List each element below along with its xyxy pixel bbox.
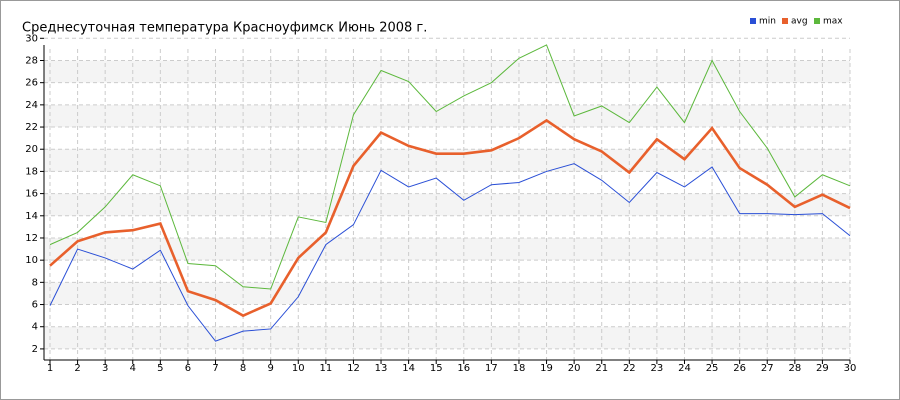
x-tick-label: 21 (595, 363, 608, 374)
y-tick-label: 18 (25, 166, 38, 177)
x-tick-label: 13 (375, 363, 388, 374)
chart-title: Среднесуточная температура Красноуфимск … (22, 21, 427, 36)
x-tick-label: 10 (292, 363, 305, 374)
x-tick-label: 2 (74, 363, 80, 374)
grid-band (44, 149, 850, 172)
y-tick-label: 2 (32, 344, 38, 355)
x-tick-label: 14 (402, 363, 415, 374)
x-tick-label: 8 (240, 363, 246, 374)
y-tick-label: 8 (32, 277, 38, 288)
x-tick-label: 15 (430, 363, 443, 374)
legend-swatch (750, 18, 756, 24)
x-tick-label: 22 (623, 363, 636, 374)
x-tick-label: 11 (319, 363, 332, 374)
y-tick-label: 24 (25, 100, 38, 111)
x-tick-label: 28 (788, 363, 801, 374)
x-tick-label: 6 (185, 363, 191, 374)
y-tick-label: 28 (25, 55, 38, 66)
y-tick-label: 16 (25, 189, 38, 200)
x-tick-label: 24 (678, 363, 691, 374)
y-tick-label: 30 (25, 33, 38, 44)
series-line (49, 163, 851, 342)
legend-label: min (759, 17, 776, 27)
legend-label: max (823, 17, 843, 27)
x-tick-label: 12 (347, 363, 360, 374)
series-line (49, 118, 851, 318)
y-tick-label: 22 (25, 122, 38, 133)
legend-label: avg (791, 17, 808, 27)
x-tick-label: 25 (706, 363, 719, 374)
x-tick-label: 20 (568, 363, 581, 374)
x-tick-label: 19 (540, 363, 553, 374)
x-tick-label: 26 (733, 363, 746, 374)
y-tick-label: 26 (25, 78, 38, 89)
x-tick-label: 30 (844, 363, 857, 374)
x-tick-label: 16 (457, 363, 470, 374)
y-tick-label: 20 (25, 144, 38, 155)
grid-band (44, 282, 850, 305)
x-tick-label: 3 (102, 363, 108, 374)
x-tick-label: 4 (130, 363, 136, 374)
legend-swatch (782, 18, 788, 24)
x-tick-label: 1 (47, 363, 53, 374)
x-tick-label: 29 (816, 363, 829, 374)
x-tick-label: 9 (268, 363, 274, 374)
series-line (49, 44, 851, 290)
grid-band (44, 237, 850, 261)
legend-swatch (814, 18, 820, 24)
x-tick-label: 18 (513, 363, 526, 374)
y-tick-label: 14 (25, 211, 38, 222)
y-tick-label: 4 (32, 322, 38, 333)
y-tick-label: 12 (25, 233, 38, 244)
grid-band (44, 193, 850, 216)
x-tick-label: 27 (761, 363, 774, 374)
y-tick-label: 6 (32, 300, 38, 311)
x-tick-label: 7 (212, 363, 218, 374)
grid-band (44, 104, 850, 128)
x-tick-label: 23 (651, 363, 664, 374)
y-tick-label: 10 (25, 255, 38, 266)
x-tick-label: 17 (485, 363, 498, 374)
x-tick-label: 5 (157, 363, 163, 374)
grid-band (44, 60, 850, 83)
grid-band (44, 326, 850, 349)
